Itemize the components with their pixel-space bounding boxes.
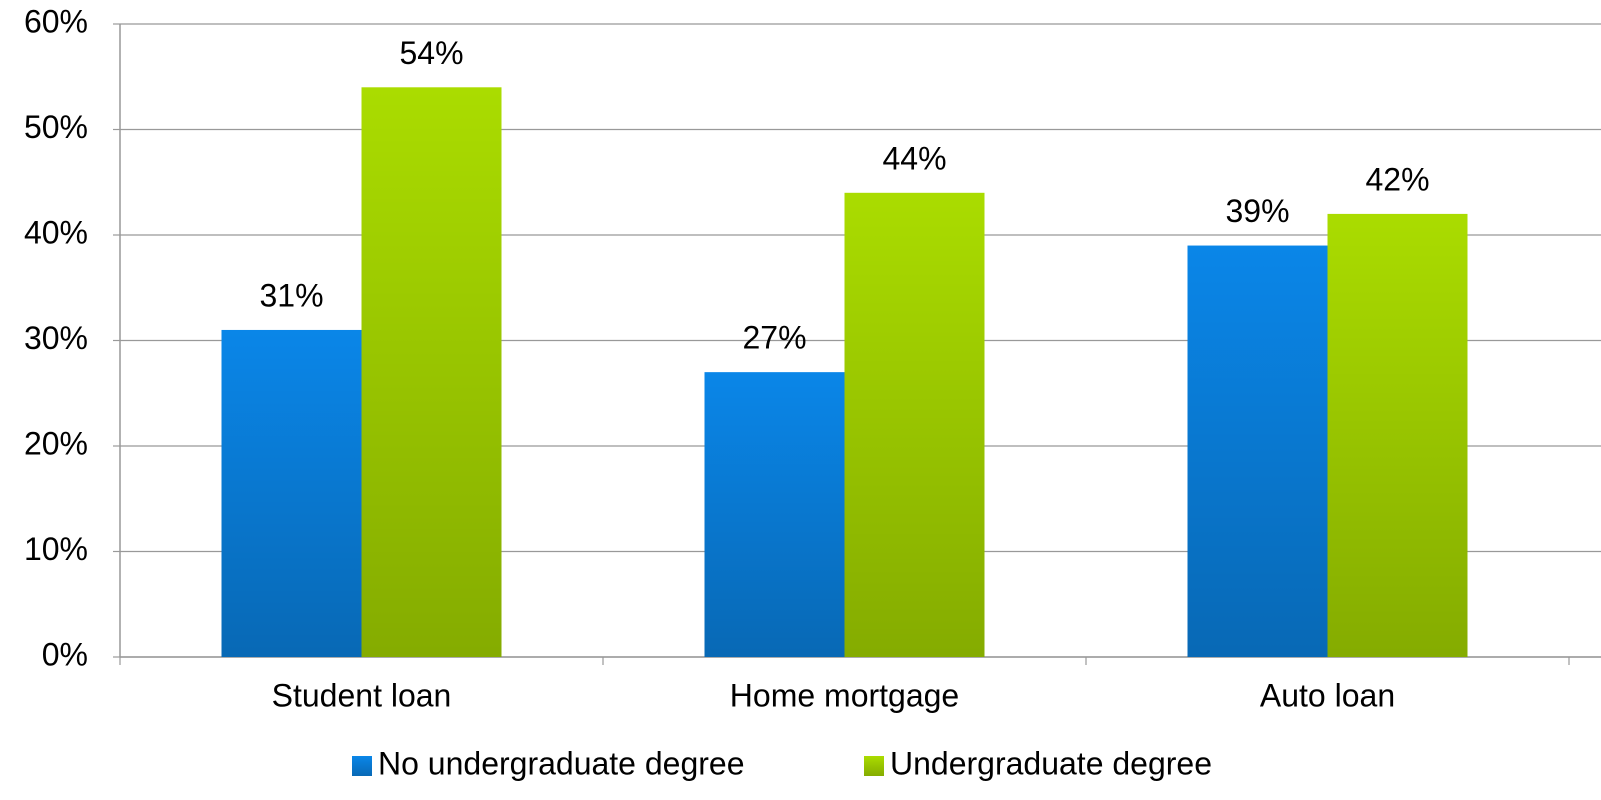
legend-swatch-shade xyxy=(352,756,372,776)
bar-shade xyxy=(1327,213,1468,657)
y-tick-label: 60% xyxy=(24,3,88,39)
legend-swatch-shade xyxy=(864,756,884,776)
bar-shade xyxy=(1187,245,1328,658)
x-tick-label: Home mortgage xyxy=(730,677,959,713)
data-label: 42% xyxy=(1365,161,1429,197)
legend-label: No undergraduate degree xyxy=(378,745,745,781)
x-tick-label: Student loan xyxy=(272,677,452,713)
data-label: 44% xyxy=(882,140,946,176)
bar-shade xyxy=(221,329,362,657)
bar-shade xyxy=(704,372,845,657)
legend-label: Undergraduate degree xyxy=(890,745,1212,781)
data-label: 54% xyxy=(399,35,463,71)
y-tick-label: 10% xyxy=(24,531,88,567)
y-tick-label: 20% xyxy=(24,425,88,461)
bar-shade xyxy=(361,87,502,658)
y-tick-label: 40% xyxy=(24,214,88,250)
bar-shade xyxy=(844,192,985,658)
data-label: 39% xyxy=(1225,193,1289,229)
y-tick-label: 0% xyxy=(42,636,88,672)
y-tick-label: 50% xyxy=(24,109,88,145)
x-tick-label: Auto loan xyxy=(1260,677,1395,713)
data-label: 27% xyxy=(742,320,806,356)
y-tick-label: 30% xyxy=(24,320,88,356)
data-label: 31% xyxy=(259,277,323,313)
